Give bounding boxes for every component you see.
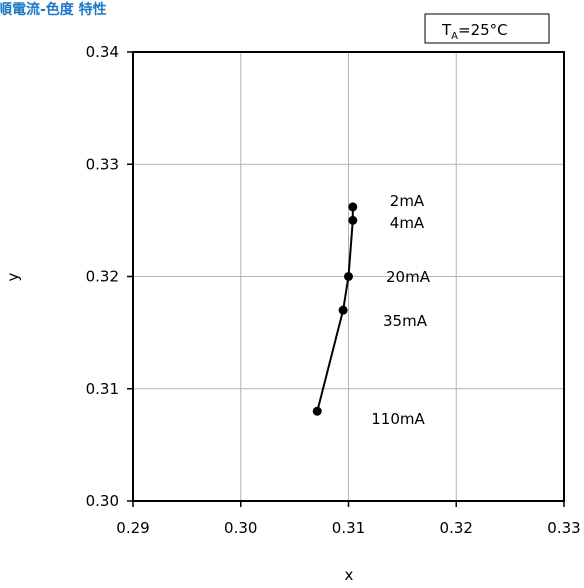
condition-main: T [441,21,452,39]
x-axis-label: x [345,566,354,584]
y-axis-label: y [4,272,22,281]
series-line [316,206,354,412]
condition-legend-text: TA=25°C [441,21,508,42]
data-point [338,305,348,315]
y-tick-label: 0.31 [86,380,119,398]
series-layer: 2mA 4mA 20mA 35mA 110mA [312,192,431,428]
data-point-label: 20mA [386,268,431,286]
y-tick-label: 0.32 [86,268,119,286]
data-point-label: 4mA [390,214,425,232]
data-point [312,406,322,416]
data-point [348,202,358,212]
x-tick-label: 0.33 [547,519,580,537]
condition-legend-box [424,13,550,44]
tick-layer: 0.29 0.30 0.31 0.32 0.33 0.30 0.31 0.32 0.33 0.34 [86,43,581,537]
x-tick-label: 0.30 [224,519,257,537]
chart-title: 順電流-色度 特性 [0,1,107,18]
y-tick-label: 0.30 [86,492,119,510]
data-point-label: 35mA [383,312,428,330]
x-tick-label: 0.29 [116,519,149,537]
condition-sub: A [451,31,458,42]
data-point-label: 110mA [371,410,425,428]
data-point [344,272,353,281]
condition-legend: TA=25°C [424,13,550,44]
data-point [348,215,358,225]
y-tick-label: 0.33 [86,155,119,173]
y-tick-label: 0.34 [86,43,119,61]
x-tick-label: 0.32 [440,519,473,537]
condition-value: =25°C [458,21,508,39]
data-point-label: 2mA [390,192,425,210]
x-tick-label: 0.31 [332,519,365,537]
